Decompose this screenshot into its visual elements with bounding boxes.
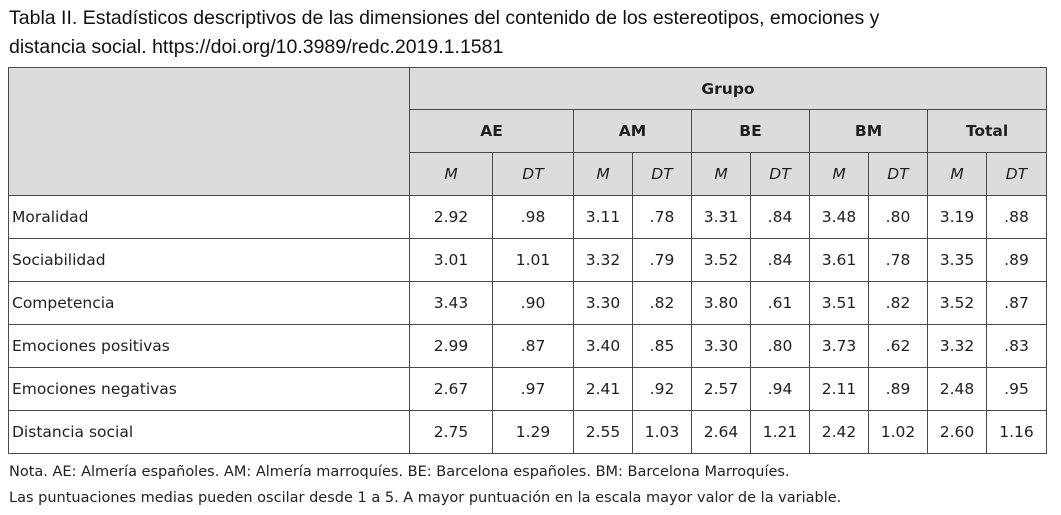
group-header-total: Total [927, 109, 1047, 153]
row-label: Emociones negativas [8, 367, 410, 411]
table-cell: 3.32 [573, 238, 633, 282]
table-row: Emociones negativas 2.67.97 2.41.92 2.57.94… [8, 367, 1047, 411]
table-cell: 3.11 [573, 195, 633, 239]
table-row: Sociabilidad 3.01 1.01 3.32.79 3.52.84 3.61.7… [8, 238, 1047, 282]
note-line-1: Nota. AE: Almería españoles. AM: Almería… [9, 464, 790, 480]
row-label: Emociones positivas [8, 324, 410, 368]
caption-line-2: distancia social. https://doi.org/10.398… [9, 36, 504, 58]
statistics-table: Grupo AE AM BE BM Total M DT M DT M DT M DT M DT … [8, 67, 1047, 454]
table-cell: 2.92 [409, 195, 493, 239]
table-cell: 1.29 [492, 410, 574, 454]
table-row: Moralidad 2.92.98 3.11.78 3.31.84 3.48.80 3.1… [8, 195, 1047, 239]
row-label: Moralidad [8, 195, 410, 239]
table-cell: .82 [868, 281, 928, 325]
table-cell: .87 [986, 281, 1047, 325]
table-cell: 3.30 [691, 324, 751, 368]
table-cell: 1.02 [868, 410, 928, 454]
stat-header-m: M [809, 152, 869, 196]
table-cell: 2.42 [809, 410, 869, 454]
table-cell: 3.52 [927, 281, 987, 325]
table-cell: .87 [492, 324, 574, 368]
table-cell: .89 [868, 367, 928, 411]
stat-header-dt: DT [632, 152, 692, 196]
table-cell: 1.16 [986, 410, 1047, 454]
table-caption: Tabla II. Estadísticos descriptivos de l… [9, 4, 1049, 62]
table-cell: 2.67 [409, 367, 493, 411]
table-cell: .98 [492, 195, 574, 239]
table-cell: 2.64 [691, 410, 751, 454]
table-cell: 2.11 [809, 367, 869, 411]
stat-header-dt: DT [750, 152, 810, 196]
stat-header-dt: DT [986, 152, 1047, 196]
header-corner [8, 67, 410, 196]
stat-header-m: M [409, 152, 493, 196]
table-cell: 3.19 [927, 195, 987, 239]
table-cell: 3.52 [691, 238, 751, 282]
table-cell: 1.03 [632, 410, 692, 454]
table-cell: .78 [868, 238, 928, 282]
group-header: Grupo [409, 67, 1047, 110]
table-cell: .62 [868, 324, 928, 368]
group-header-bm: BM [809, 109, 928, 153]
table-cell: .83 [986, 324, 1047, 368]
table-cell: 2.41 [573, 367, 633, 411]
table-cell: 2.99 [409, 324, 493, 368]
table-cell: .94 [750, 367, 810, 411]
table-cell: 3.32 [927, 324, 987, 368]
table-cell: 1.21 [750, 410, 810, 454]
stat-header-dt: DT [868, 152, 928, 196]
row-label: Competencia [8, 281, 410, 325]
table-cell: .95 [986, 367, 1047, 411]
caption-line-1: Tabla II. Estadísticos descriptivos de l… [9, 7, 880, 29]
table-row: Distancia social 2.75 1.29 2.55 1.03 2.64 1.21… [8, 410, 1047, 454]
table-cell: 3.30 [573, 281, 633, 325]
table-cell: 1.01 [492, 238, 574, 282]
row-label: Sociabilidad [8, 238, 410, 282]
table-cell: .84 [750, 195, 810, 239]
table-cell: .79 [632, 238, 692, 282]
row-label: Distancia social [8, 410, 410, 454]
group-header-am: AM [573, 109, 692, 153]
table-row: Competencia 3.43.90 3.30.82 3.80.61 3.51.82 3… [8, 281, 1047, 325]
table-cell: .90 [492, 281, 574, 325]
note-line-2: Las puntuaciones medias pueden oscilar d… [9, 490, 842, 506]
table-cell: 2.60 [927, 410, 987, 454]
group-header-ae: AE [409, 109, 574, 153]
table-cell: 3.43 [409, 281, 493, 325]
table-cell: 3.01 [409, 238, 493, 282]
table-cell: 3.31 [691, 195, 751, 239]
table-cell: 3.48 [809, 195, 869, 239]
table-cell: 2.57 [691, 367, 751, 411]
table-row: Emociones positivas 2.99.87 3.40.85 3.30.80… [8, 324, 1047, 368]
table-cell: .92 [632, 367, 692, 411]
table-cell: .61 [750, 281, 810, 325]
table-cell: .89 [986, 238, 1047, 282]
table-cell: 2.75 [409, 410, 493, 454]
table-cell: 2.55 [573, 410, 633, 454]
table-cell: .84 [750, 238, 810, 282]
stat-header-dt: DT [492, 152, 574, 196]
table-cell: 3.51 [809, 281, 869, 325]
group-header-be: BE [691, 109, 810, 153]
table-cell: .82 [632, 281, 692, 325]
stat-header-m: M [927, 152, 987, 196]
table-cell: .78 [632, 195, 692, 239]
table-cell: 2.48 [927, 367, 987, 411]
table-cell: .85 [632, 324, 692, 368]
table-cell: .80 [868, 195, 928, 239]
table-cell: 3.61 [809, 238, 869, 282]
table-note: Nota. AE: Almería españoles. AM: Almería… [9, 459, 841, 511]
table-cell: 3.73 [809, 324, 869, 368]
table-cell: 3.40 [573, 324, 633, 368]
stat-header-m: M [573, 152, 633, 196]
table-cell: .97 [492, 367, 574, 411]
table-cell: .80 [750, 324, 810, 368]
stat-header-m: M [691, 152, 751, 196]
table-cell: 3.80 [691, 281, 751, 325]
table-cell: 3.35 [927, 238, 987, 282]
table-cell: .88 [986, 195, 1047, 239]
